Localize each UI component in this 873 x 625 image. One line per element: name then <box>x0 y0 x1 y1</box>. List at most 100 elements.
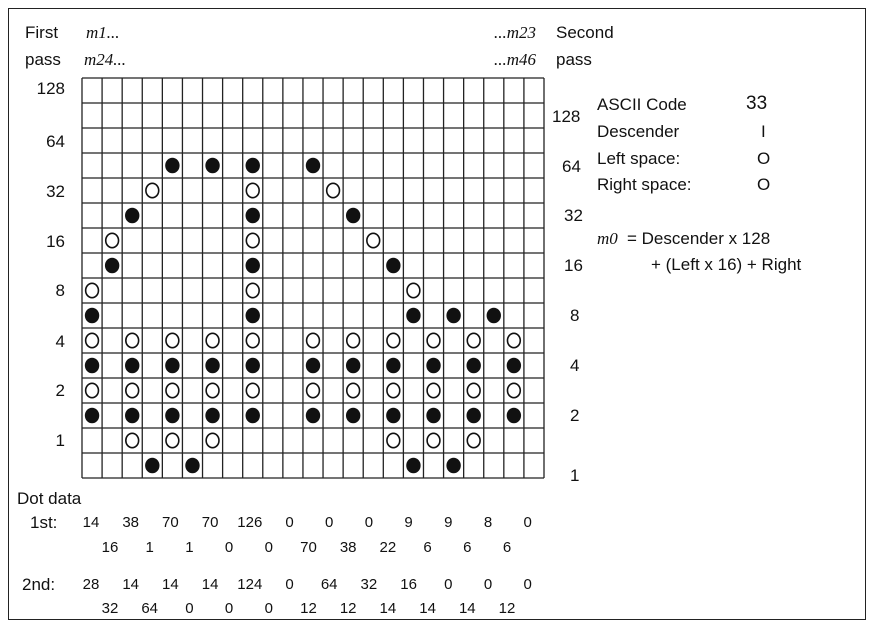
dot-data-value: 14 <box>162 576 179 593</box>
formula-line-1: = Descender x 128 <box>627 229 771 248</box>
dot-data-value: 14 <box>122 576 140 593</box>
filled-dot <box>125 207 140 224</box>
open-dot <box>345 332 361 349</box>
dot-data-value: 14 <box>201 576 219 593</box>
left-axis-label: 32 <box>46 182 65 201</box>
filled-dot <box>245 407 260 424</box>
open-dot <box>305 382 321 399</box>
open-dot <box>345 382 361 399</box>
filled-dot <box>205 407 220 424</box>
filled-dot <box>165 407 180 424</box>
right-space-label: Right space: <box>597 175 692 194</box>
left-axis-label: 16 <box>46 232 65 251</box>
dot-data-value: 64 <box>141 600 159 617</box>
m23-label: ...m23 <box>494 23 537 42</box>
open-dot <box>245 332 260 349</box>
dot-data-title: Dot data <box>17 489 82 508</box>
filled-dot <box>506 407 522 424</box>
open-dot <box>506 332 522 349</box>
filled-dot <box>84 357 100 374</box>
filled-dot <box>245 307 260 324</box>
open-dot <box>366 232 381 249</box>
filled-dot <box>345 357 361 374</box>
right-axis-label: 32 <box>564 206 583 225</box>
pass-label-right: pass <box>556 50 592 69</box>
filled-dot <box>466 407 481 424</box>
ascii-code-label: ASCII Code <box>597 95 687 114</box>
filled-dot <box>125 357 140 374</box>
filled-dot <box>305 407 321 424</box>
open-dot <box>426 332 441 349</box>
dot-data-value: 0 <box>325 514 334 531</box>
dot-data-value: 6 <box>463 539 472 556</box>
open-dot <box>125 432 140 449</box>
open-dot <box>245 282 260 299</box>
dot-data-value: 32 <box>101 600 119 617</box>
filled-dot <box>104 257 120 274</box>
open-dot <box>205 382 220 399</box>
dot-data-value: 0 <box>523 514 532 531</box>
right-axis-label: 1 <box>570 466 580 485</box>
open-dot <box>406 282 421 299</box>
dot-data-value: 9 <box>444 514 453 531</box>
filled-dot <box>386 357 401 374</box>
filled-dot <box>185 457 200 474</box>
open-dot <box>104 232 120 249</box>
filled-dot <box>345 407 361 424</box>
filled-dot <box>426 407 441 424</box>
dot-data-value: 14 <box>458 600 476 617</box>
dot-data-value: 0 <box>264 600 273 617</box>
dot-data-value: 22 <box>379 539 397 556</box>
dot-data-value: 32 <box>360 576 378 593</box>
open-dot <box>386 382 401 399</box>
open-dot <box>305 332 321 349</box>
open-dot <box>426 382 441 399</box>
dot-data-value: 70 <box>201 514 219 531</box>
open-dot <box>426 432 441 449</box>
left-axis-label: 128 <box>36 79 65 98</box>
ascii-code-value: 33 <box>746 93 768 114</box>
filled-dot <box>345 207 361 224</box>
filled-dot <box>205 157 220 174</box>
filled-dot <box>245 157 260 174</box>
figure-frame <box>8 8 866 620</box>
open-dot <box>165 332 180 349</box>
formula-line-2: + (Left x 16) + Right <box>651 255 802 274</box>
dot-data-value: 70 <box>300 539 317 556</box>
left-axis-label: 8 <box>55 281 65 300</box>
right-space-value: O <box>757 175 771 194</box>
open-dot <box>506 382 522 399</box>
dot-data-value: 6 <box>502 539 512 556</box>
dot-data-value: 0 <box>523 576 532 593</box>
open-dot <box>245 382 260 399</box>
filled-dot <box>84 407 100 424</box>
right-axis-label: 2 <box>570 406 580 425</box>
dot-data-value: 6 <box>423 539 432 556</box>
dot-data-value: 9 <box>404 514 413 531</box>
dot-data-value: 0 <box>364 514 374 531</box>
dot-data-value: 14 <box>419 600 436 617</box>
dot-data-value: 0 <box>264 539 273 556</box>
left-axis-label: 1 <box>55 431 65 450</box>
dot-data-value: 0 <box>285 576 294 593</box>
dot-data-value: 0 <box>483 576 493 593</box>
right-axis-label: 4 <box>570 356 580 375</box>
filled-dot <box>305 157 321 174</box>
filled-dot <box>245 257 260 274</box>
filled-dot <box>84 307 100 324</box>
open-dot <box>205 332 220 349</box>
left-axis-label: 64 <box>46 132 65 151</box>
dot-data-value: 1 <box>185 539 194 556</box>
right-axis-label: 64 <box>562 157 581 176</box>
filled-dot <box>125 407 140 424</box>
open-dot <box>84 382 100 399</box>
filled-dot <box>245 357 260 374</box>
first-label: First <box>25 23 59 42</box>
filled-dot <box>165 357 180 374</box>
dot-data-value: 0 <box>285 514 294 531</box>
dot-data-value: 14 <box>82 514 100 531</box>
first-pass-label: 1st: <box>30 513 58 532</box>
open-dot <box>84 332 100 349</box>
filled-dot <box>386 407 401 424</box>
